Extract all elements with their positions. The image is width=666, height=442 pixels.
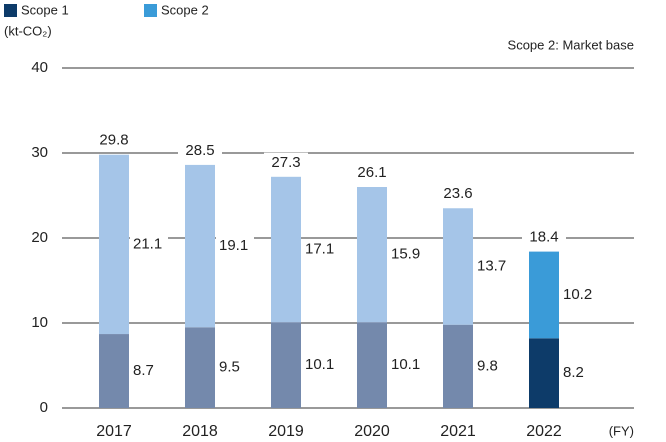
bar-segment [357,187,387,323]
label-bg [216,236,254,257]
bar-segment [271,322,301,408]
x-tick-label: 2017 [96,423,132,440]
bar-segment [443,208,473,325]
label-bg [522,227,566,248]
segment-label: 9.8 [477,357,498,374]
legend-swatch [144,4,157,17]
x-tick-label: 2020 [354,423,390,440]
label-bg [560,284,598,305]
bar-segment [99,334,129,408]
segment-label: 17.1 [305,240,334,257]
bar-segment [443,324,473,408]
total-label: 28.5 [185,142,214,159]
legend-swatch [4,4,17,17]
x-tick-label: 2022 [526,423,562,440]
y-tick-label: 10 [31,314,48,331]
bar-segment [271,176,301,323]
note: Scope 2: Market base [508,37,634,52]
label-bg [92,130,136,151]
label-bg [302,355,340,376]
total-label: 26.1 [357,164,386,181]
bar-segment [99,154,129,335]
total-label: 18.4 [529,229,558,246]
total-label: 29.8 [99,132,128,149]
label-bg [216,357,254,378]
segment-label: 8.7 [133,362,154,379]
label-bg [130,234,168,255]
total-label: 27.3 [271,154,300,171]
legend-label: Scope 1 [21,2,69,17]
x-tick-label: 2019 [268,423,304,440]
label-bg [388,244,426,265]
label-bg [350,163,394,183]
label-bg [302,239,340,260]
segment-label: 10.1 [391,356,420,373]
bar-segment [529,251,559,339]
segment-label: 10.1 [305,356,334,373]
segment-label: 21.1 [133,235,162,252]
y-tick-label: 30 [31,144,48,161]
segment-label: 8.2 [563,364,584,381]
bar-segment [185,327,215,408]
y-tick-label: 0 [40,399,48,416]
segment-label: 10.2 [563,286,592,303]
label-bg [474,256,512,277]
legend-label: Scope 2 [161,2,209,17]
x-unit-label: (FY) [609,423,634,438]
label-bg [474,356,512,377]
unit-label: (kt-CO₂) [4,23,52,38]
label-bg [388,355,426,376]
total-label: 23.6 [443,185,472,202]
label-bg [264,152,308,173]
bar-segment [357,322,387,408]
segment-label: 15.9 [391,246,420,263]
label-bg [560,363,598,384]
label-bg [130,361,168,382]
label-bg [436,184,480,205]
segment-label: 19.1 [219,237,248,254]
bar-segment [529,338,559,408]
y-tick-label: 20 [31,229,48,246]
bar-segment [185,164,215,328]
x-tick-label: 2018 [182,423,218,440]
y-tick-label: 40 [31,59,48,76]
x-tick-label: 2021 [440,423,476,440]
label-bg [178,140,222,161]
segment-label: 9.5 [219,359,240,376]
segment-label: 13.7 [477,257,506,274]
